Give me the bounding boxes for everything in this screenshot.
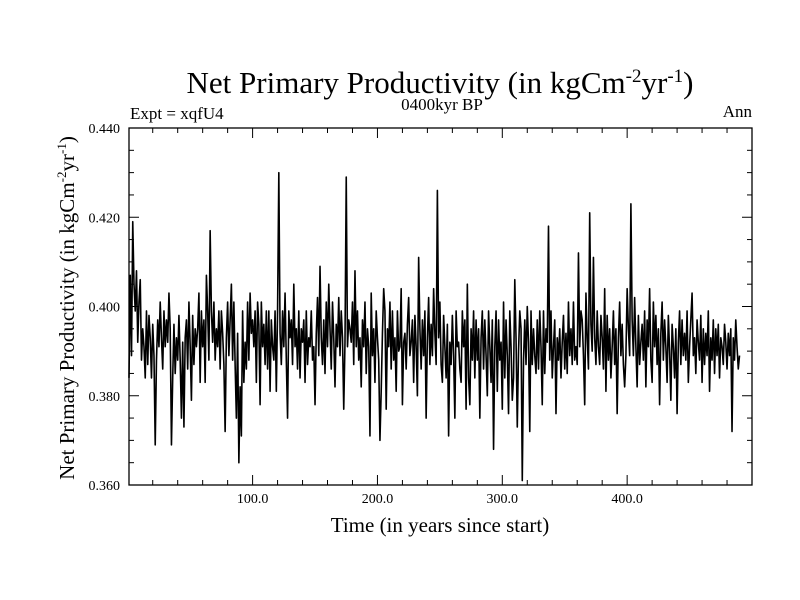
chart-title-mid: yr — [641, 65, 668, 100]
chart-title-end: ) — [683, 65, 693, 100]
chart-title-main: Net Primary Productivity (in kgCm — [187, 65, 626, 100]
season-label: Ann — [723, 102, 753, 121]
x-tick-label: 300.0 — [487, 492, 519, 507]
y-tick-label: 0.400 — [89, 301, 121, 316]
x-tick-label: 400.0 — [611, 492, 643, 507]
y-axis-ticks: 0.360 0.380 0.400 0.420 0.440 — [89, 122, 752, 494]
period-label: 0400kyr BP — [401, 95, 483, 114]
x-tick-label: 100.0 — [237, 492, 269, 507]
y-axis-label: Net Primary Productivity (in kgCm-2yr-1) — [54, 136, 79, 480]
series-group — [128, 171, 741, 482]
y-axis-label-sup2: -1 — [54, 143, 69, 154]
y-tick-label: 0.380 — [89, 390, 121, 405]
chart-title-sup1: -2 — [626, 66, 642, 87]
experiment-label: Expt = xqfU4 — [130, 104, 224, 123]
y-axis-label-main: Net Primary Productivity (in kgCm — [55, 182, 79, 479]
x-axis-ticks: 100.0 200.0 300.0 400.0 — [152, 128, 728, 507]
x-tick-label: 200.0 — [362, 492, 394, 507]
y-axis-label-end: ) — [55, 136, 79, 143]
x-axis-label: Time (in years since start) — [331, 513, 550, 537]
chart-title: Net Primary Productivity (in kgCm-2yr-1) — [187, 65, 694, 100]
y-tick-label: 0.420 — [89, 211, 121, 226]
y-axis-label-sup1: -2 — [54, 172, 69, 183]
y-axis-label-mid: yr — [55, 154, 79, 172]
chart-title-sup2: -1 — [667, 66, 683, 87]
y-tick-label: 0.360 — [89, 479, 121, 494]
series-line — [128, 171, 741, 482]
y-tick-label: 0.440 — [89, 122, 121, 137]
